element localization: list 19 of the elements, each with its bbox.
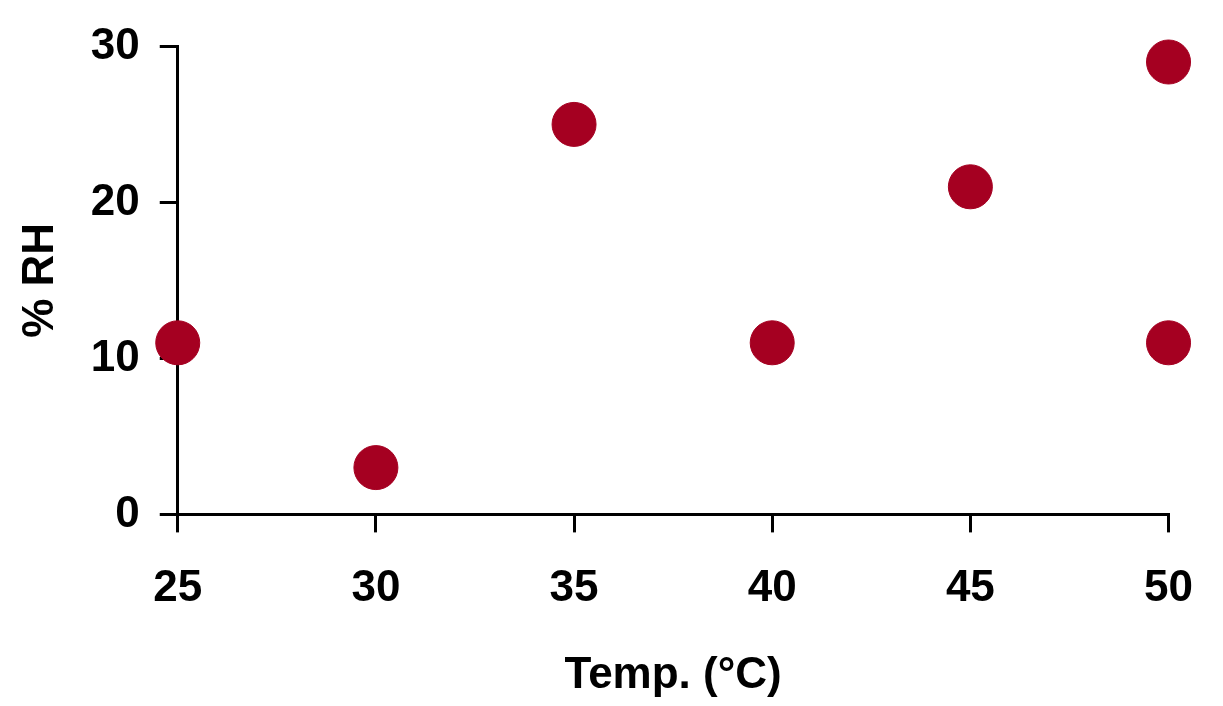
point bbox=[1146, 39, 1192, 85]
x-tick-label: 30 bbox=[351, 560, 401, 610]
point bbox=[353, 445, 399, 491]
y-tick-label: 30 bbox=[90, 18, 140, 68]
point bbox=[749, 320, 795, 366]
point bbox=[551, 101, 597, 147]
y-tick-label: 0 bbox=[115, 486, 140, 536]
x-tick-label: 50 bbox=[1144, 560, 1194, 610]
x-tick-label: 45 bbox=[945, 560, 995, 610]
point bbox=[947, 164, 993, 210]
x-tick-label: 25 bbox=[153, 560, 203, 610]
y-tick-label: 10 bbox=[90, 330, 140, 380]
x-tick-label: 35 bbox=[549, 560, 599, 610]
y-axis-title: % RH bbox=[12, 222, 62, 338]
x-tick-label: 40 bbox=[747, 560, 797, 610]
x-axis-title: Temp. (°C) bbox=[564, 647, 782, 697]
y-tick-label: 20 bbox=[90, 174, 140, 224]
point bbox=[1146, 320, 1192, 366]
point bbox=[155, 320, 201, 366]
